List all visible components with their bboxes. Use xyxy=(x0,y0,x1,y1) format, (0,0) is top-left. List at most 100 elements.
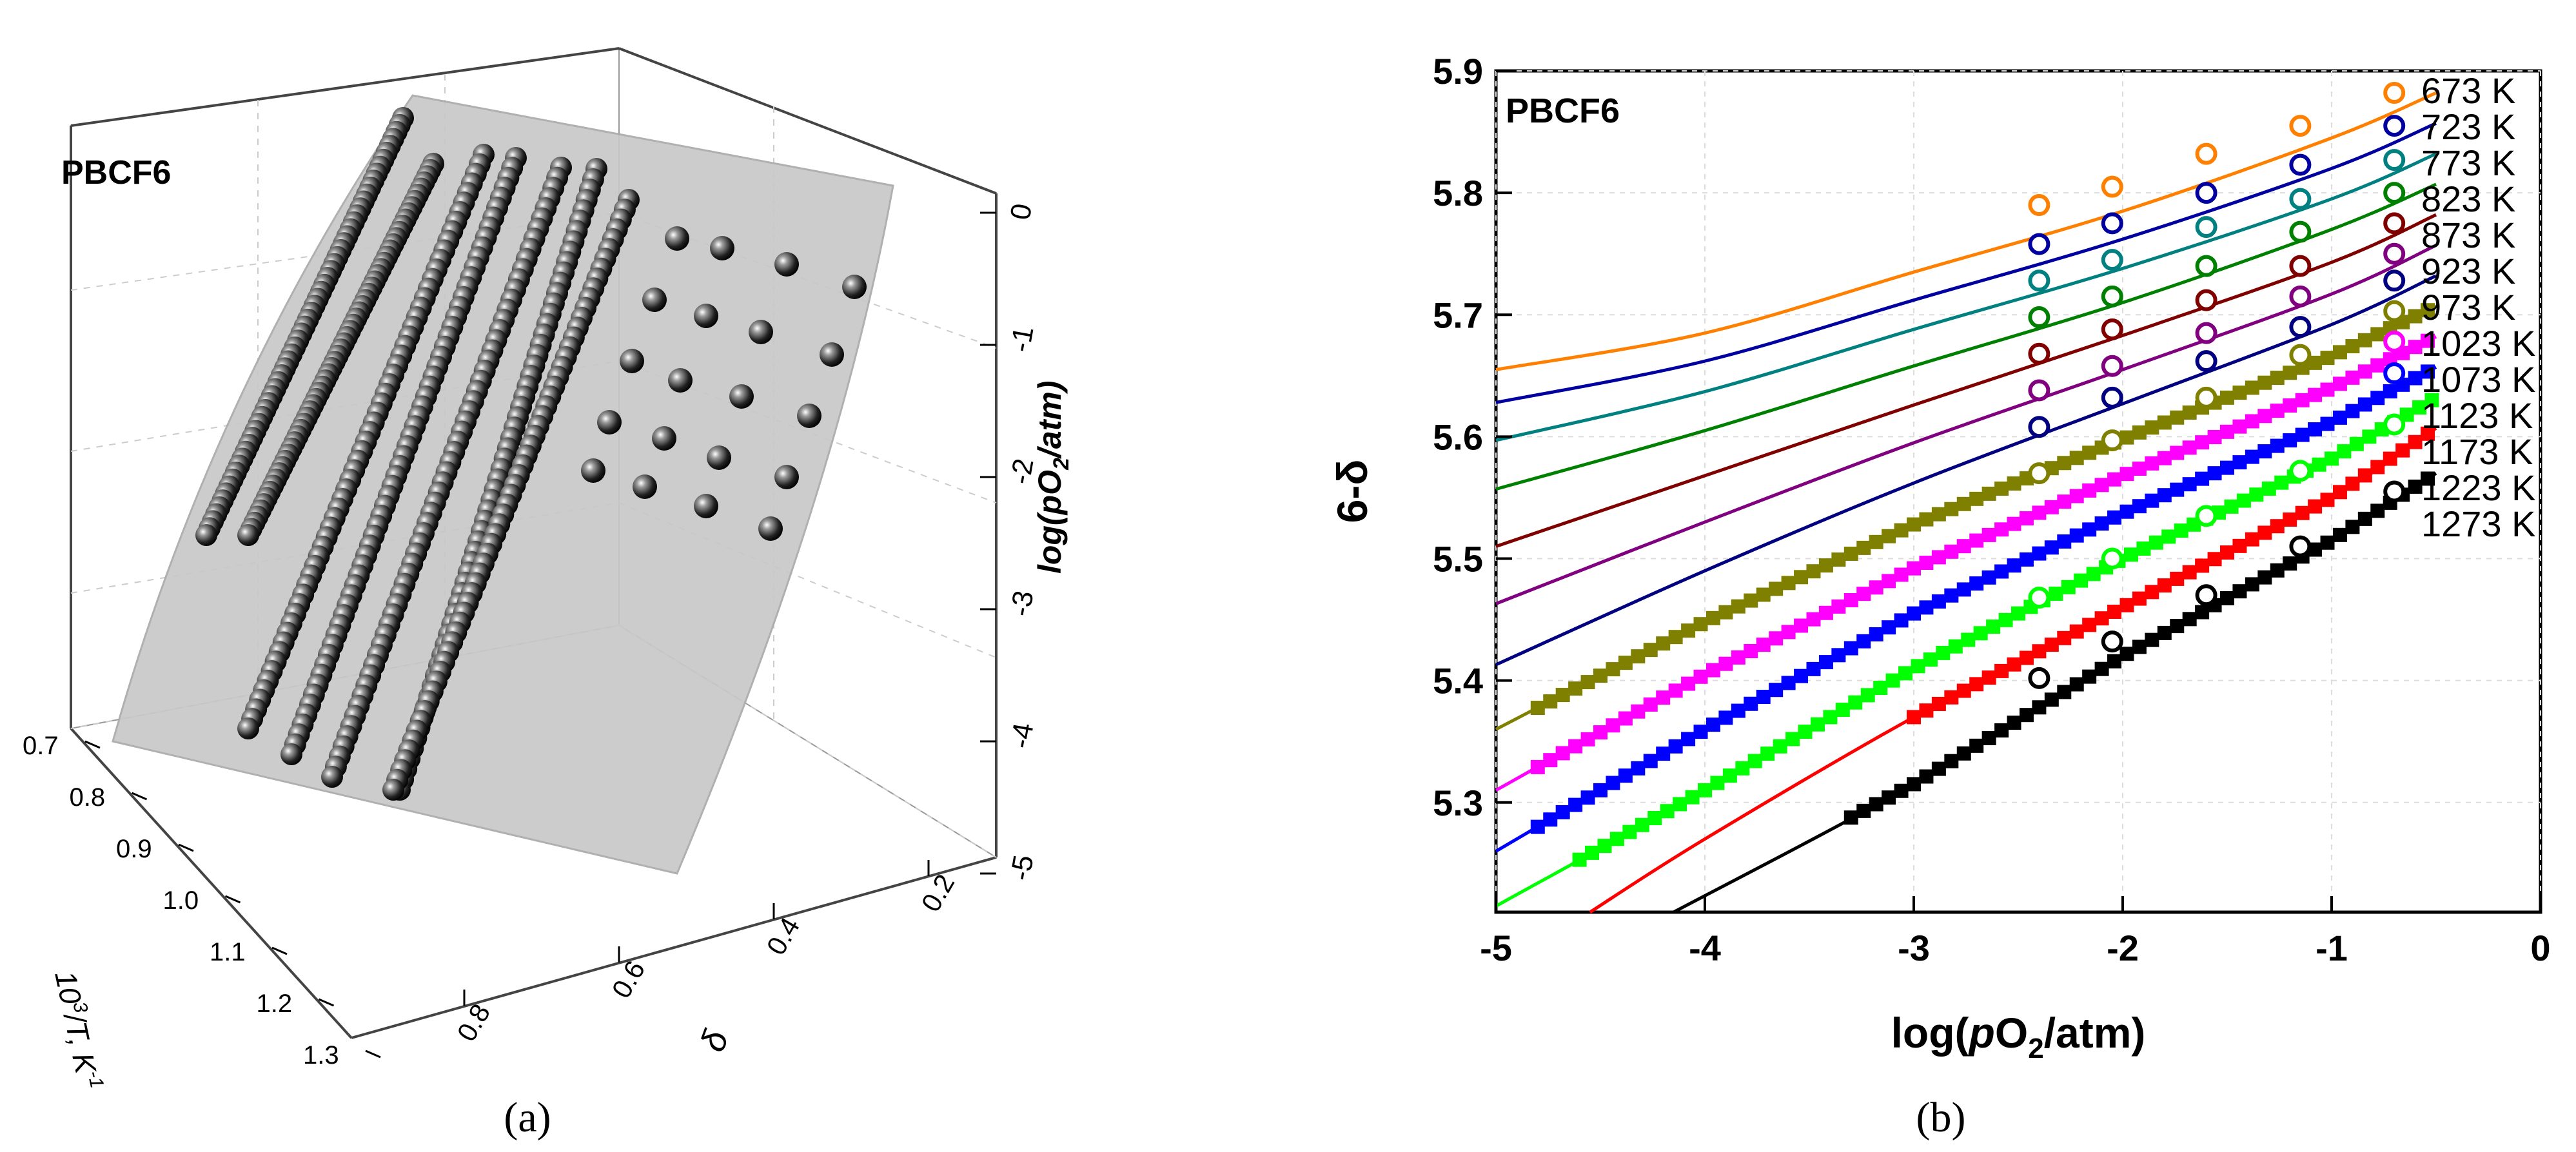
filled-marker-1223K xyxy=(2257,525,2272,540)
filled-marker-1073K xyxy=(1606,718,1620,733)
filled-marker-1223K xyxy=(1919,703,1934,718)
filled-marker-1273K xyxy=(2119,647,2134,661)
filled-marker-1023K xyxy=(1894,523,1909,538)
filled-marker-1223K xyxy=(1994,663,2009,678)
filled-marker-1273K xyxy=(2332,527,2347,542)
filled-marker-1123K xyxy=(2408,371,2423,386)
temp-label-1023K: 1023 K xyxy=(2421,323,2536,364)
filled-marker-1123K xyxy=(2044,540,2059,555)
filled-marker-1223K xyxy=(2320,493,2335,507)
filled-marker-1173K xyxy=(2136,542,2151,556)
filled-marker-1123K xyxy=(1869,627,1883,641)
filled-marker-1223K xyxy=(2157,578,2172,593)
filled-marker-1073K xyxy=(2220,424,2234,439)
filled-marker-1023K xyxy=(1618,656,1633,670)
x-tick-label: 1.2 xyxy=(257,990,293,1018)
filled-marker-1273K xyxy=(1844,810,1858,825)
sphere-chain-0 xyxy=(195,524,217,546)
sphere-point xyxy=(758,516,783,541)
z-tick-label: 0 xyxy=(1005,201,1039,222)
filled-marker-1123K xyxy=(1593,783,1608,797)
x-axis: 0.7 0.8 0.9 1.0 1.1 1.2 1.3 xyxy=(23,732,381,1069)
filled-marker-1273K xyxy=(2232,584,2247,599)
open-marker-973K xyxy=(2289,316,2312,338)
filled-marker-1173K xyxy=(1873,681,1888,695)
z-tick-label: -4 xyxy=(1005,721,1040,751)
open-marker-1023K xyxy=(2195,386,2217,409)
filled-marker-1173K xyxy=(1698,783,1712,797)
filled-marker-1173K xyxy=(1923,652,1938,667)
data-spheres xyxy=(195,107,867,801)
filled-marker-1023K xyxy=(2245,380,2259,395)
filled-marker-1273K xyxy=(1981,730,1996,745)
filled-marker-1023K xyxy=(2332,345,2347,360)
filled-marker-1173K xyxy=(2337,444,2352,459)
sphere-point xyxy=(652,426,676,451)
sphere-chain-2 xyxy=(237,718,259,739)
filled-marker-1023K xyxy=(2170,410,2185,425)
filled-marker-1223K xyxy=(2182,565,2197,580)
filled-marker-1123K xyxy=(1831,648,1846,663)
filled-marker-1223K xyxy=(1907,710,1921,725)
filled-marker-1123K xyxy=(1794,669,1809,683)
filled-marker-1273K xyxy=(2170,619,2185,634)
filled-marker-1273K xyxy=(2257,570,2272,585)
filled-marker-1073K xyxy=(2195,435,2210,450)
filled-marker-1073K xyxy=(2145,456,2159,471)
filled-marker-1123K xyxy=(1631,761,1646,776)
filled-marker-1173K xyxy=(1823,710,1838,725)
filled-marker-1073K xyxy=(1593,725,1608,740)
filled-marker-1073K xyxy=(2182,440,2197,455)
filled-marker-1173K xyxy=(1948,639,1963,654)
filled-marker-1273K xyxy=(2357,511,2372,526)
open-marker-1173K xyxy=(2028,587,2050,609)
filled-marker-1073K xyxy=(1744,643,1758,658)
filled-marker-1223K xyxy=(2395,443,2410,458)
filled-marker-1073K xyxy=(1568,739,1583,754)
z-tick-label: -3 xyxy=(1005,589,1040,619)
filled-marker-1073K xyxy=(1969,533,1984,548)
filled-marker-1073K xyxy=(2232,419,2247,434)
filled-marker-1073K xyxy=(2257,409,2272,424)
filled-marker-1173K xyxy=(1685,790,1700,805)
filled-marker-1073K xyxy=(1919,556,1934,571)
open-marker-873K xyxy=(2028,342,2050,365)
sphere-point xyxy=(774,252,799,277)
open-marker-1023K xyxy=(2289,344,2312,366)
y-tick-label: 0.4 xyxy=(760,912,805,960)
filled-marker-1173K xyxy=(2236,493,2251,508)
temp-label-1073K: 1073 K xyxy=(2421,359,2536,400)
open-marker-923K xyxy=(2195,322,2217,344)
filled-marker-1073K xyxy=(1869,580,1883,595)
open-marker-723K xyxy=(2101,212,2123,235)
filled-marker-1223K xyxy=(2082,618,2097,632)
y-tick-label: 5.8 xyxy=(1433,173,1483,213)
filled-marker-1123K xyxy=(2170,482,2185,497)
filled-marker-1223K xyxy=(1931,696,1946,711)
filled-marker-1123K xyxy=(2132,499,2147,514)
filled-marker-1273K xyxy=(2132,639,2147,654)
filled-marker-1223K xyxy=(2220,545,2234,560)
filled-marker-1273K xyxy=(2320,535,2335,550)
y-axis-label-b: 6-δ xyxy=(1328,460,1376,523)
filled-marker-1023K xyxy=(1882,529,1896,543)
temp-label-873K: 873 K xyxy=(2421,215,2515,255)
open-marker-823K xyxy=(2101,285,2123,308)
x-tick-label: -3 xyxy=(1898,928,1930,968)
filled-marker-1073K xyxy=(2107,472,2122,487)
y-tick-label: 5.9 xyxy=(1433,51,1483,92)
x-tick xyxy=(84,740,101,749)
filled-marker-1073K xyxy=(1555,746,1570,761)
y-tick-label: 0.8 xyxy=(451,999,496,1046)
filled-marker-1273K xyxy=(1894,783,1909,798)
x-tick-label: 0 xyxy=(2530,928,2550,968)
fit-line-973K xyxy=(1495,274,2437,667)
filled-marker-1173K xyxy=(1848,695,1863,710)
fit-line-873K xyxy=(1495,213,2437,548)
sphere-point xyxy=(729,384,754,409)
sphere-point xyxy=(620,349,644,373)
y-tick-label: 0.6 xyxy=(605,955,651,1003)
filled-marker-1073K xyxy=(2119,467,2134,482)
filled-marker-1173K xyxy=(1609,832,1624,846)
